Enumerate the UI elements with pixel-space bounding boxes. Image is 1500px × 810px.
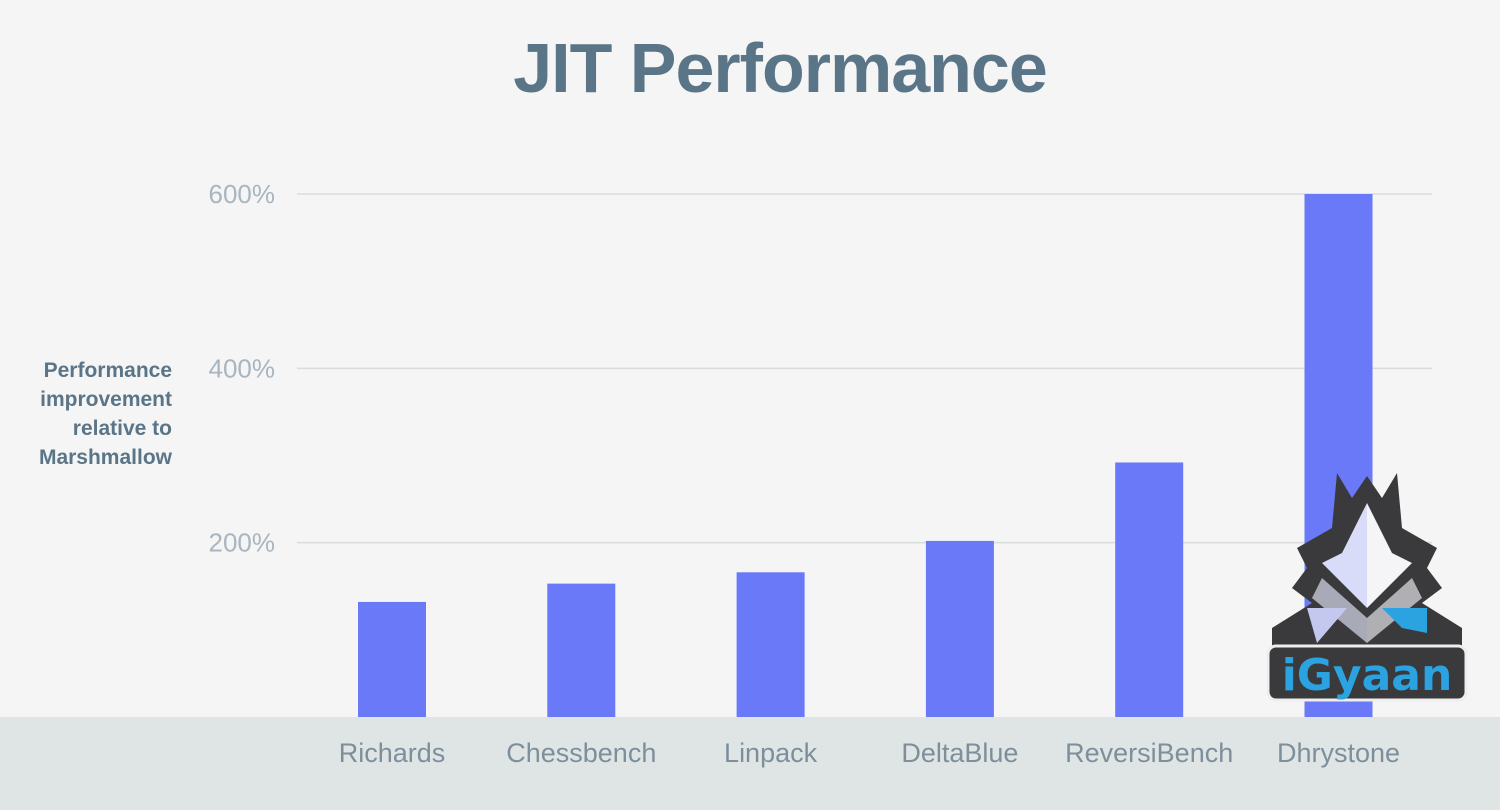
bar-deltablue xyxy=(925,540,994,717)
y-tick-label: 200% xyxy=(209,528,276,558)
y-axis-label: Performance improvement relative to Mars… xyxy=(0,356,172,472)
y-tick-label: 600% xyxy=(209,179,276,209)
bottom-band xyxy=(0,717,1500,810)
x-tick-label: Dhrystone xyxy=(1277,738,1400,768)
chart-title: JIT Performance xyxy=(513,29,1048,107)
y-axis-label-line: relative to xyxy=(72,417,172,440)
y-tick-label: 400% xyxy=(209,353,276,383)
bar-reversibench xyxy=(1115,462,1184,717)
watermark-text: iGyaan xyxy=(1282,650,1453,701)
x-tick-label: Linpack xyxy=(724,738,818,768)
bar-chessbench xyxy=(547,583,616,717)
x-tick-label: Chessbench xyxy=(506,738,656,768)
x-tick-label: DeltaBlue xyxy=(901,738,1018,768)
igyaan-logo: iGyaan xyxy=(1266,473,1468,702)
bar-linpack xyxy=(736,572,805,717)
x-tick-label: Richards xyxy=(339,738,446,768)
y-axis-label-line: Marshmallow xyxy=(38,446,172,469)
y-axis-label-line: Performance xyxy=(43,359,172,382)
bar-richards xyxy=(358,601,426,717)
x-tick-label: ReversiBench xyxy=(1065,738,1233,768)
y-axis-label-line: improvement xyxy=(40,388,172,411)
